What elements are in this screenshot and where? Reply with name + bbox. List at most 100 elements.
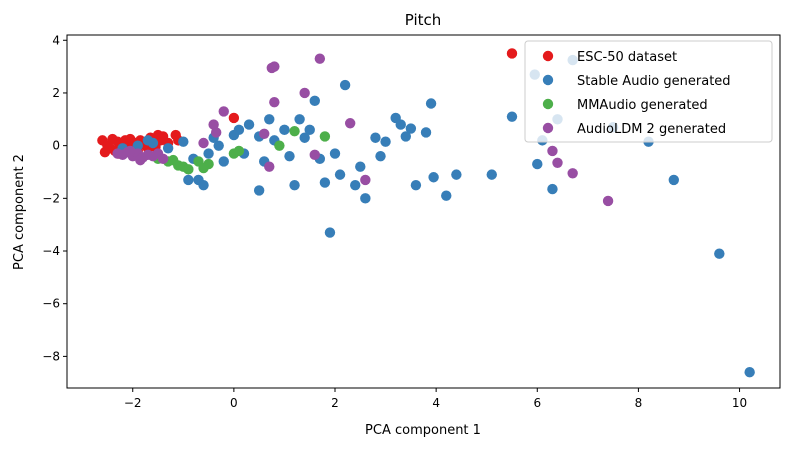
data-point [324,227,336,238]
legend-marker [542,122,554,134]
data-point [142,135,154,146]
legend-label: Stable Audio generated [577,74,731,89]
data-point [183,164,194,175]
data-point [299,87,310,99]
data-point [668,174,680,186]
data-point [334,169,346,180]
data-point [125,145,136,157]
data-point [210,127,222,138]
data-point [183,174,194,186]
data-point [218,106,229,117]
data-point [486,169,497,180]
data-point [420,127,432,138]
data-point [253,185,265,196]
legend-label: MMAudio generated [577,98,708,113]
data-point [299,132,310,143]
data-point [132,140,143,151]
data-point [602,195,614,207]
x-tick-label: 8 [635,396,643,410]
data-point [350,179,361,191]
data-point [400,131,412,142]
x-axis: −2 0 2 4 6 8 10 [124,388,747,410]
data-point [309,149,320,161]
chart-title: Pitch [405,11,442,29]
data-point [395,119,406,130]
data-point [289,125,300,137]
data-point [744,366,755,378]
series-3 [112,53,614,207]
x-tick-label: 4 [432,396,440,410]
x-tick-label: 6 [533,396,541,410]
data-point [269,96,280,108]
legend-box [524,40,773,143]
y-tick-label: 0 [52,139,60,153]
y-tick-label: 2 [52,86,60,100]
data-point [259,128,270,139]
data-point [178,136,189,147]
data-point [314,53,326,64]
plot-area [66,34,781,389]
data-point [198,179,209,191]
data-point [380,136,391,147]
data-point [228,129,240,141]
data-point [304,124,315,136]
data-point [294,114,305,125]
legend-label: ESC-50 dataset [577,50,677,65]
x-tick-label: 10 [732,396,747,410]
data-point [451,169,462,180]
data-point [329,148,341,159]
data-point [269,61,280,72]
y-tick-label: 4 [52,33,60,47]
data-point [552,157,563,168]
data-point [309,95,320,107]
data-point [567,168,578,179]
y-tick-label: −4 [42,244,60,258]
data-point [284,150,295,162]
data-point [355,161,366,172]
y-tick-label: −2 [42,191,60,205]
data-point [99,147,111,158]
data-point [198,137,209,149]
data-point [506,111,518,122]
data-point [506,48,518,59]
data-point [319,131,331,142]
legend: ESC-50 dataset Stable Audio generated MMAu… [524,40,773,143]
data-point [167,154,179,166]
data-point [532,158,543,170]
y-axis: −8 −6 −4 −2 0 2 4 [42,33,67,363]
data-point [339,79,351,91]
data-point [203,148,214,159]
data-point [370,132,381,143]
data-point [162,143,174,154]
data-point [410,179,422,191]
legend-marker [542,74,554,86]
data-point [274,140,285,151]
data-point [289,179,300,191]
data-point [405,123,417,134]
legend-marker [542,98,554,110]
data-point [344,118,356,129]
data-point [547,145,558,157]
data-point [441,190,452,201]
data-point [208,119,219,130]
data-point [425,98,437,109]
y-tick-label: −6 [42,297,60,311]
legend-label: AudioLDM 2 generated [577,122,726,137]
data-point [213,140,224,151]
x-tick-label: 0 [230,396,238,410]
data-point [264,114,275,125]
data-point [714,248,725,259]
data-point [198,162,209,174]
data-point [428,172,439,183]
legend-marker [542,50,554,62]
data-point [135,154,146,166]
data-point [360,174,371,186]
data-point [319,177,331,188]
data-point [233,145,245,157]
data-point [360,193,371,204]
data-point [264,161,275,172]
x-axis-label: PCA component 1 [365,423,481,438]
y-axis-label: PCA component 2 [12,154,27,270]
data-point [375,150,386,162]
